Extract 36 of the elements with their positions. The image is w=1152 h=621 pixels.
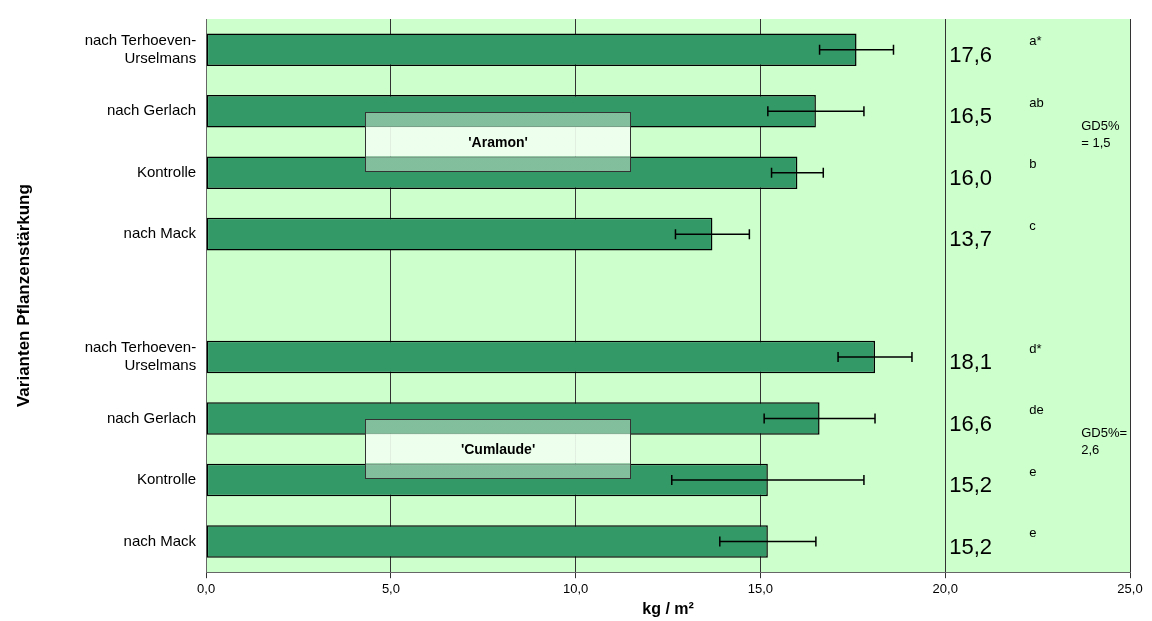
data-label: 15,2 xyxy=(949,533,993,559)
y-tick-label: Kontrolle xyxy=(136,470,197,488)
x-tick-label: 25,0 xyxy=(1117,580,1143,596)
y-tick-label: nach Terhoeven-Urselmans xyxy=(84,30,197,66)
annotation: GD5% = 1,5 xyxy=(1081,117,1120,150)
data-label: 18,1 xyxy=(949,349,993,375)
y-tick-label: Kontrolle xyxy=(136,162,197,180)
data-label: 16,5 xyxy=(949,103,993,129)
annotation: a* xyxy=(1029,33,1042,49)
x-tick-label: 0,0 xyxy=(197,580,216,596)
y-tick-label: nach Terhoeven-Urselmans xyxy=(84,338,197,374)
x-tick-label: 10,0 xyxy=(563,580,589,596)
annotation: c xyxy=(1029,217,1037,233)
x-tick-label: 15,0 xyxy=(747,580,774,596)
x-tick-label: 20,0 xyxy=(932,580,958,596)
data-label: 16,0 xyxy=(949,164,993,190)
x-axis-title: kg / m² xyxy=(642,599,694,617)
data-label: 15,2 xyxy=(949,472,993,498)
annotation: d* xyxy=(1029,340,1042,356)
x-tick-label: 5,0 xyxy=(381,580,400,596)
y-tick-label: nach Mack xyxy=(123,531,197,549)
annotation: e xyxy=(1029,463,1037,479)
annotation: b xyxy=(1029,156,1037,172)
label-box: 'Aramon' xyxy=(365,111,632,173)
label-box: 'Cumlaude' xyxy=(365,419,632,480)
data-label: 13,7 xyxy=(949,226,993,252)
y-tick-label: nach Mack xyxy=(123,224,197,242)
annotation: de xyxy=(1029,402,1044,418)
annotation: e xyxy=(1029,525,1037,541)
data-label: 16,6 xyxy=(949,410,993,436)
annotation: GD5%= 2,6 xyxy=(1081,424,1128,457)
annotation: ab xyxy=(1029,94,1044,110)
y-tick-label: nach Gerlach xyxy=(106,408,197,426)
y-tick-label: nach Gerlach xyxy=(106,101,197,119)
data-label: 17,6 xyxy=(949,41,993,67)
y-axis-title: Varianten Pflanzenstärkung xyxy=(13,184,33,408)
